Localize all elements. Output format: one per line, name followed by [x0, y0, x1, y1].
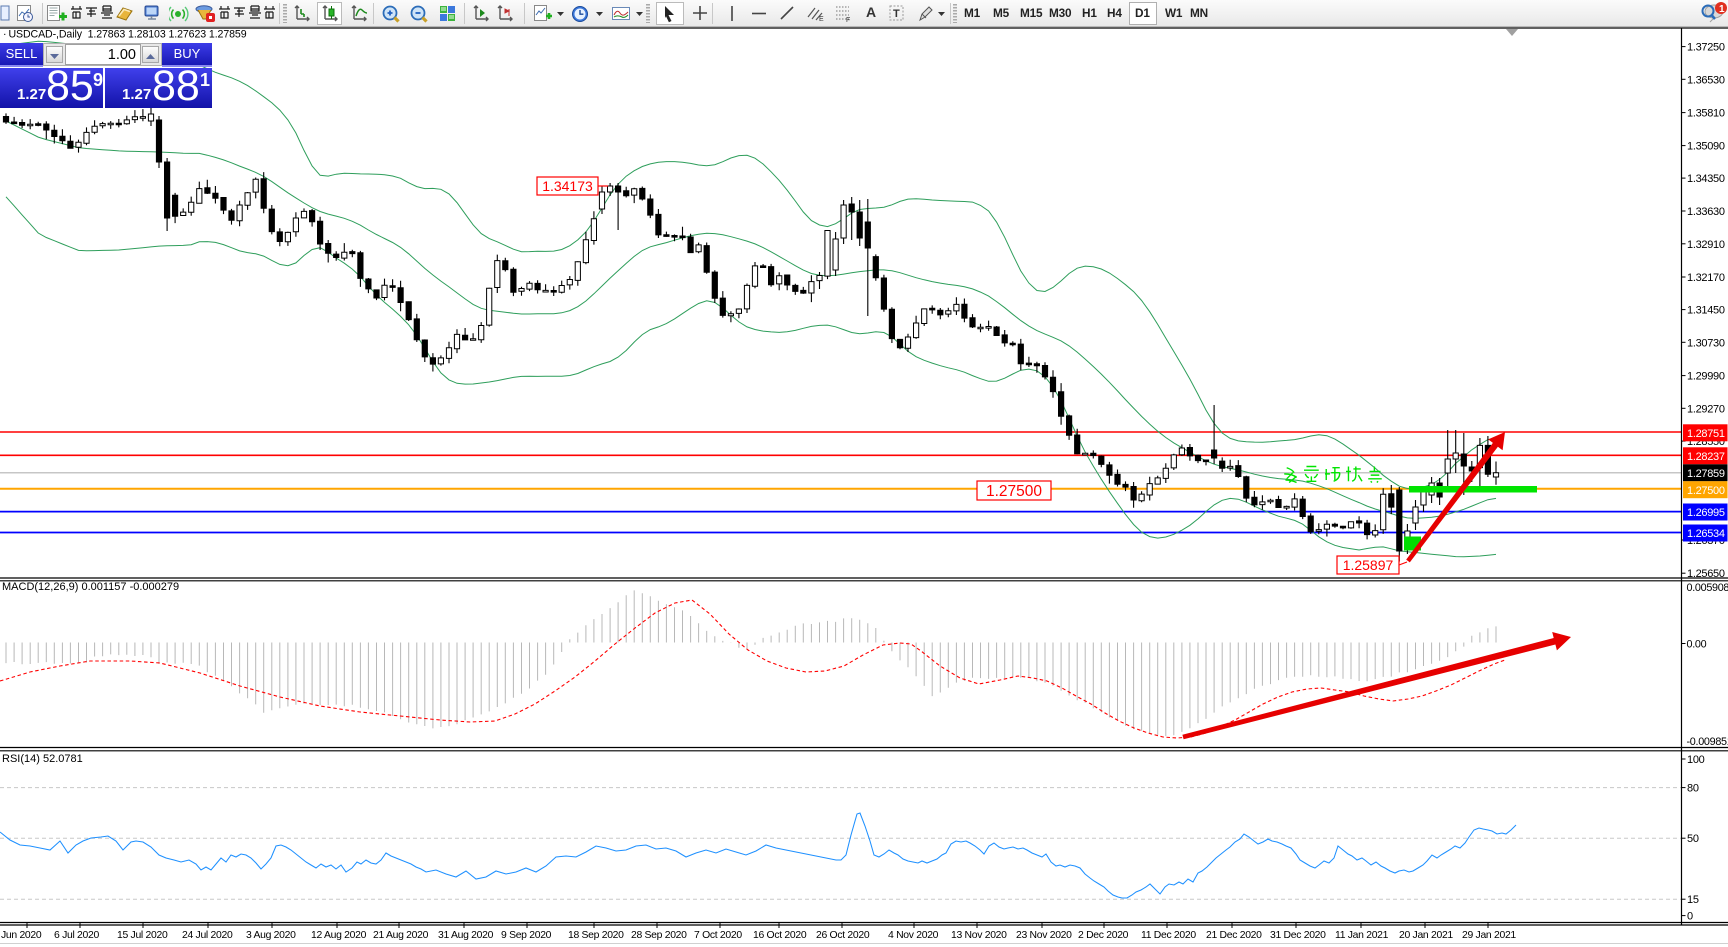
svg-text:3 Aug 2020: 3 Aug 2020: [246, 930, 296, 941]
svg-text:21 Aug 2020: 21 Aug 2020: [373, 930, 429, 941]
svg-text:1.29270: 1.29270: [1687, 403, 1725, 415]
svg-text:12 Aug 2020: 12 Aug 2020: [311, 930, 367, 941]
svg-text:1.25650: 1.25650: [1687, 568, 1725, 580]
svg-text:1.35090: 1.35090: [1687, 141, 1725, 153]
svg-text:1: 1: [1719, 4, 1725, 15]
svg-text:0.005908: 0.005908: [1687, 582, 1728, 594]
svg-text:-0.009851: -0.009851: [1687, 736, 1728, 748]
svg-text:1.29990: 1.29990: [1687, 371, 1725, 383]
svg-text:1.36530: 1.36530: [1687, 74, 1725, 86]
svg-text:7 Oct 2020: 7 Oct 2020: [694, 930, 742, 941]
svg-text:1.31450: 1.31450: [1687, 305, 1725, 317]
svg-text:16 Oct 2020: 16 Oct 2020: [753, 930, 807, 941]
svg-text:1.27500: 1.27500: [986, 483, 1042, 500]
svg-text:15 Jul 2020: 15 Jul 2020: [117, 930, 168, 941]
svg-text:1.28237: 1.28237: [1687, 451, 1725, 463]
svg-text:1.28751: 1.28751: [1687, 428, 1725, 440]
svg-text:18 Sep 2020: 18 Sep 2020: [568, 930, 624, 941]
svg-text:6 Jul 2020: 6 Jul 2020: [54, 930, 99, 941]
svg-text:E: E: [819, 16, 824, 23]
svg-text:1.35810: 1.35810: [1687, 108, 1725, 120]
svg-text:21 Dec 2020: 21 Dec 2020: [1206, 930, 1262, 941]
svg-text:20 Jan 2021: 20 Jan 2021: [1399, 930, 1453, 941]
svg-text:9 Sep 2020: 9 Sep 2020: [501, 930, 552, 941]
svg-text:Jun 2020: Jun 2020: [1, 930, 42, 941]
svg-text:MACD(12,26,9) 0.001157 -0.0002: MACD(12,26,9) 0.001157 -0.000279: [2, 581, 179, 593]
svg-text:1.34350: 1.34350: [1687, 173, 1725, 185]
svg-text:23 Nov 2020: 23 Nov 2020: [1016, 930, 1072, 941]
svg-text:31 Dec 2020: 31 Dec 2020: [1270, 930, 1326, 941]
svg-text:1.26995: 1.26995: [1687, 507, 1725, 519]
svg-text:1.32910: 1.32910: [1687, 239, 1725, 251]
svg-text:100: 100: [1687, 754, 1705, 766]
svg-text:29 Jan 2021: 29 Jan 2021: [1462, 930, 1516, 941]
svg-text:1.32170: 1.32170: [1687, 272, 1725, 284]
svg-text:T: T: [893, 8, 900, 20]
svg-text:80: 80: [1687, 783, 1699, 795]
svg-text:1.26534: 1.26534: [1687, 528, 1725, 540]
svg-text:RSI(14) 52.0781: RSI(14) 52.0781: [2, 753, 83, 765]
svg-text:· USDCAD-,Daily 1.27863 1.281: · USDCAD-,Daily 1.27863 1.28103 1.27623 …: [3, 29, 247, 41]
svg-text:24 Jul 2020: 24 Jul 2020: [182, 930, 233, 941]
svg-text:0: 0: [1687, 911, 1693, 923]
svg-text:1.27500: 1.27500: [1687, 485, 1725, 497]
svg-text:4 Nov 2020: 4 Nov 2020: [888, 930, 939, 941]
svg-text:1.25897: 1.25897: [1343, 557, 1394, 573]
svg-text:1.34173: 1.34173: [542, 178, 593, 194]
svg-text:2 Dec 2020: 2 Dec 2020: [1078, 930, 1129, 941]
svg-text:1.27859: 1.27859: [1687, 468, 1725, 480]
svg-text:15: 15: [1687, 894, 1699, 906]
svg-text:31 Aug 2020: 31 Aug 2020: [438, 930, 494, 941]
svg-text:28 Sep 2020: 28 Sep 2020: [631, 930, 687, 941]
svg-text:0.00: 0.00: [1687, 639, 1707, 651]
svg-text:1.33630: 1.33630: [1687, 206, 1725, 218]
svg-text:50: 50: [1687, 833, 1699, 845]
svg-text:11 Dec 2020: 11 Dec 2020: [1141, 930, 1196, 941]
svg-text:13 Nov 2020: 13 Nov 2020: [951, 930, 1007, 941]
svg-text:26 Oct 2020: 26 Oct 2020: [816, 930, 870, 941]
svg-text:F: F: [846, 17, 850, 23]
svg-text:1.37250: 1.37250: [1687, 42, 1725, 54]
svg-text:11 Jan 2021: 11 Jan 2021: [1335, 930, 1389, 941]
svg-text:1.30730: 1.30730: [1687, 337, 1725, 349]
